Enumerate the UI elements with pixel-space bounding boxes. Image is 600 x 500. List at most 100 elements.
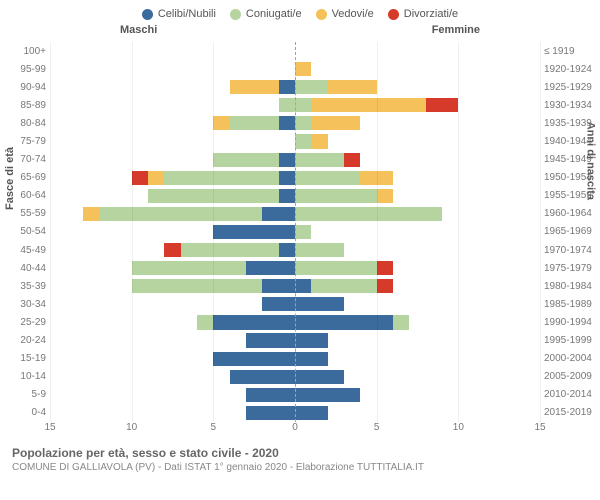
chart-title: Popolazione per età, sesso e stato civil… <box>12 446 588 460</box>
bar-male <box>50 44 295 58</box>
bar-female <box>295 44 540 58</box>
bar-female <box>295 62 540 76</box>
bar-male <box>50 98 295 112</box>
bar-segment <box>295 171 360 185</box>
legend-label: Vedovi/e <box>332 8 374 20</box>
age-label: 5-9 <box>2 389 46 400</box>
bar-male <box>50 352 295 366</box>
bar-segment <box>279 171 295 185</box>
legend-swatch <box>142 9 153 20</box>
bar-female <box>295 207 540 221</box>
bar-female <box>295 243 540 257</box>
bar-segment <box>328 80 377 94</box>
bar-female <box>295 406 540 420</box>
bar-male <box>50 370 295 384</box>
bar-segment <box>246 333 295 347</box>
bar-male <box>50 207 295 221</box>
bar-segment <box>295 80 328 94</box>
bar-segment <box>230 116 279 130</box>
bar-female <box>295 116 540 130</box>
bar-male <box>50 225 295 239</box>
bar-female <box>295 153 540 167</box>
bar-female <box>295 315 540 329</box>
bar-female <box>295 80 540 94</box>
bar-segment <box>213 116 229 130</box>
bar-segment <box>213 153 278 167</box>
bar-segment <box>246 261 295 275</box>
bar-female <box>295 352 540 366</box>
bar-segment <box>295 116 311 130</box>
x-tick-label: 0 <box>292 422 298 433</box>
bar-segment <box>295 62 311 76</box>
bar-segment <box>377 261 393 275</box>
age-label: 65-69 <box>2 172 46 183</box>
age-label: 25-29 <box>2 317 46 328</box>
chart-subtitle: COMUNE DI GALLIAVOLA (PV) - Dati ISTAT 1… <box>12 462 588 473</box>
bar-segment <box>279 80 295 94</box>
birth-year-label: 1920-1924 <box>544 64 598 75</box>
x-tick-label: 5 <box>374 422 380 433</box>
bar-segment <box>295 406 328 420</box>
bar-segment <box>164 243 180 257</box>
age-label: 35-39 <box>2 281 46 292</box>
birth-year-label: 1935-1939 <box>544 118 598 129</box>
bar-female <box>295 297 540 311</box>
bar-segment <box>148 171 164 185</box>
bar-female <box>295 370 540 384</box>
age-label: 30-34 <box>2 299 46 310</box>
bar-segment <box>181 243 279 257</box>
age-label: 45-49 <box>2 245 46 256</box>
bar-female <box>295 171 540 185</box>
legend-item: Divorziati/e <box>388 8 458 20</box>
population-pyramid-chart: Celibi/NubiliConiugati/eVedovi/eDivorzia… <box>0 0 600 500</box>
gridline <box>377 42 378 422</box>
gridline <box>50 42 51 422</box>
bar-segment <box>213 352 295 366</box>
birth-year-label: 2015-2019 <box>544 407 598 418</box>
bar-segment <box>393 315 409 329</box>
age-label: 80-84 <box>2 118 46 129</box>
bar-segment <box>311 116 360 130</box>
bar-segment <box>279 116 295 130</box>
bar-female <box>295 261 540 275</box>
legend: Celibi/NubiliConiugati/eVedovi/eDivorzia… <box>0 0 600 24</box>
x-tick-label: 10 <box>126 422 137 433</box>
x-tick-label: 10 <box>453 422 464 433</box>
bar-male <box>50 153 295 167</box>
bar-segment <box>230 370 295 384</box>
legend-item: Vedovi/e <box>316 8 374 20</box>
gridline <box>540 42 541 422</box>
bar-segment <box>295 261 377 275</box>
bar-segment <box>279 243 295 257</box>
age-label: 55-59 <box>2 208 46 219</box>
birth-year-label: 1930-1934 <box>544 100 598 111</box>
bar-male <box>50 315 295 329</box>
birth-year-label: 1940-1944 <box>544 136 598 147</box>
legend-swatch <box>316 9 327 20</box>
birth-year-label: ≤ 1919 <box>544 46 598 57</box>
bar-segment <box>377 279 393 293</box>
legend-swatch <box>230 9 241 20</box>
bar-segment <box>295 315 393 329</box>
header-female: Femmine <box>432 24 480 36</box>
bar-segment <box>164 171 278 185</box>
gridline <box>458 42 459 422</box>
bar-segment <box>262 207 295 221</box>
bar-segment <box>246 406 295 420</box>
birth-year-label: 1955-1959 <box>544 190 598 201</box>
bar-segment <box>83 207 99 221</box>
bar-female <box>295 225 540 239</box>
bar-male <box>50 297 295 311</box>
bar-male <box>50 261 295 275</box>
legend-swatch <box>388 9 399 20</box>
gridline <box>213 42 214 422</box>
x-tick-label: 15 <box>534 422 545 433</box>
bar-female <box>295 388 540 402</box>
birth-year-label: 1985-1989 <box>544 299 598 310</box>
bar-segment <box>295 279 311 293</box>
birth-year-label: 1945-1949 <box>544 154 598 165</box>
bar-segment <box>279 153 295 167</box>
age-label: 50-54 <box>2 226 46 237</box>
bar-segment <box>197 315 213 329</box>
birth-year-label: 1950-1954 <box>544 172 598 183</box>
